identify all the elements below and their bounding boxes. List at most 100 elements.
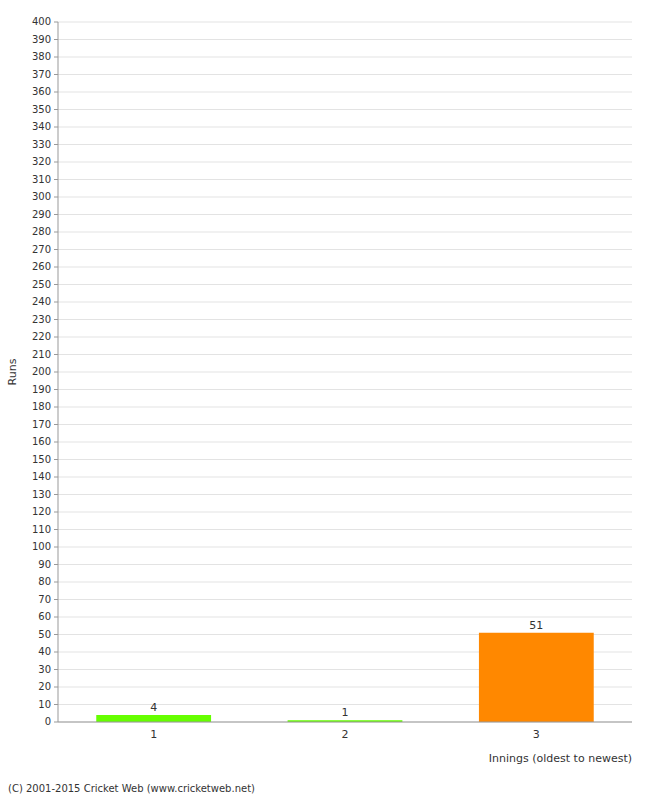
grid-line (58, 127, 632, 128)
y-tick (54, 179, 58, 180)
y-tick-label: 350 (32, 104, 51, 115)
y-tick (54, 74, 58, 75)
y-tick-label: 250 (32, 279, 51, 290)
x-tick-label: 2 (342, 728, 349, 741)
y-tick-label: 220 (32, 331, 51, 342)
y-tick-label: 320 (32, 156, 51, 167)
y-tick-label: 30 (38, 664, 51, 675)
y-tick (54, 407, 58, 408)
grid-line (58, 354, 632, 355)
y-tick (54, 354, 58, 355)
y-tick-label: 310 (32, 174, 51, 185)
y-tick-label: 190 (32, 384, 51, 395)
y-tick (54, 599, 58, 600)
grid-line (58, 214, 632, 215)
y-tick-label: 80 (38, 576, 51, 587)
y-tick (54, 249, 58, 250)
y-tick (54, 617, 58, 618)
grid-line (58, 337, 632, 338)
bar (479, 633, 594, 722)
y-tick-label: 230 (32, 314, 51, 325)
grid-line (58, 529, 632, 530)
y-tick-label: 330 (32, 139, 51, 150)
y-tick (54, 704, 58, 705)
y-tick-label: 340 (32, 121, 51, 132)
bars (96, 633, 593, 722)
y-tick (54, 634, 58, 635)
y-axis: 0102030405060708090100110120130140150160… (32, 16, 58, 727)
y-tick (54, 372, 58, 373)
y-tick (54, 22, 58, 23)
y-tick (54, 39, 58, 40)
grid-line (58, 389, 632, 390)
y-tick-label: 130 (32, 489, 51, 500)
grid-line (58, 407, 632, 408)
data-label: 1 (342, 706, 349, 719)
data-label: 4 (150, 701, 157, 714)
x-axis: 123 (150, 728, 540, 741)
y-tick (54, 337, 58, 338)
y-tick (54, 494, 58, 495)
y-tick-label: 360 (32, 86, 51, 97)
y-tick-label: 380 (32, 51, 51, 62)
y-tick-label: 40 (38, 646, 51, 657)
grid-line (58, 477, 632, 478)
y-tick (54, 652, 58, 653)
y-tick (54, 214, 58, 215)
y-tick (54, 389, 58, 390)
y-tick (54, 197, 58, 198)
grid-line (58, 232, 632, 233)
grid-line (58, 442, 632, 443)
grid-line (58, 599, 632, 600)
y-tick (54, 57, 58, 58)
grid-line (58, 249, 632, 250)
grid-line (58, 512, 632, 513)
y-tick (54, 722, 58, 723)
y-tick (54, 547, 58, 548)
grid (58, 22, 632, 722)
y-tick (54, 92, 58, 93)
y-axis-label: Runs (6, 358, 19, 385)
y-tick (54, 512, 58, 513)
grid-line (58, 459, 632, 460)
y-tick-label: 170 (32, 419, 51, 430)
y-tick-label: 10 (38, 699, 51, 710)
chart: 0102030405060708090100110120130140150160… (0, 0, 650, 800)
y-tick-label: 50 (38, 629, 51, 640)
grid-line (58, 267, 632, 268)
grid-line (58, 57, 632, 58)
y-tick (54, 162, 58, 163)
y-tick-label: 280 (32, 226, 51, 237)
y-tick-label: 0 (45, 716, 51, 727)
grid-line (58, 144, 632, 145)
x-axis-line (58, 722, 632, 723)
y-tick-label: 240 (32, 296, 51, 307)
y-tick-label: 200 (32, 366, 51, 377)
grid-line (58, 162, 632, 163)
y-tick (54, 284, 58, 285)
y-tick (54, 144, 58, 145)
y-tick-label: 160 (32, 436, 51, 447)
y-tick (54, 564, 58, 565)
grid-line (58, 582, 632, 583)
y-tick-label: 90 (38, 559, 51, 570)
grid-line (58, 424, 632, 425)
grid-line (58, 302, 632, 303)
data-label: 51 (529, 619, 543, 632)
y-tick-label: 370 (32, 69, 51, 80)
y-tick-label: 20 (38, 681, 51, 692)
grid-line (58, 74, 632, 75)
x-axis-label: Innings (oldest to newest) (489, 752, 632, 765)
y-tick (54, 582, 58, 583)
y-tick-label: 400 (32, 16, 51, 27)
y-tick (54, 529, 58, 530)
grid-line (58, 494, 632, 495)
page: {"chart_data": {"type": "bar", "categori… (0, 0, 650, 800)
grid-line (58, 109, 632, 110)
y-tick-label: 210 (32, 349, 51, 360)
bar (96, 715, 211, 722)
grid-line (58, 564, 632, 565)
data-labels: 4 1 51 (150, 619, 543, 720)
grid-line (58, 197, 632, 198)
y-tick (54, 267, 58, 268)
